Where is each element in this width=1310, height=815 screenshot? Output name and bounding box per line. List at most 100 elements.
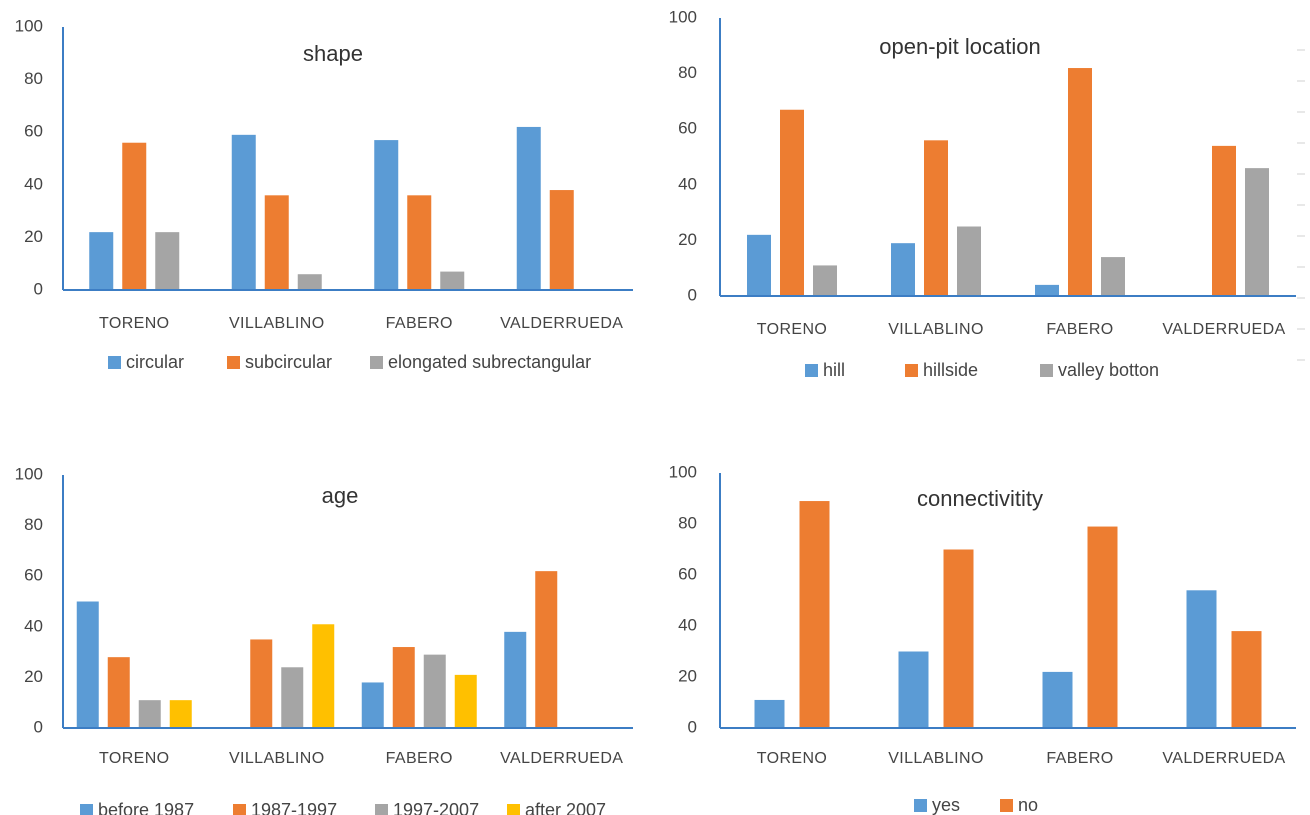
legend-swatch xyxy=(80,804,93,815)
bar-subcircular-fabero xyxy=(407,195,432,290)
legend-swatch xyxy=(805,364,818,377)
legend-swatch xyxy=(1040,364,1053,377)
y-tick-label: 20 xyxy=(24,667,43,686)
y-tick-label: 60 xyxy=(24,566,43,585)
x-tick-label: FABERO xyxy=(386,750,453,767)
bar-before-1987-toreno xyxy=(76,601,99,728)
y-tick-label: 0 xyxy=(688,285,697,304)
x-tick-label: TORENO xyxy=(99,315,170,332)
chart-title: connectivitity xyxy=(917,486,1043,511)
chart-panel-3: age 0 20 40 60 80 100 TORENO VILLABLINO FABERO VAL… xyxy=(15,464,633,815)
bar-no-fabero xyxy=(1087,526,1118,728)
y-tick-label: 0 xyxy=(34,279,43,298)
legend-swatch xyxy=(1000,799,1013,812)
x-tick-label: VALDERRUEDA xyxy=(1162,321,1285,338)
y-tick-label: 40 xyxy=(678,615,697,634)
bar-before-1987-valderrueda xyxy=(504,631,527,728)
legend-swatch xyxy=(914,799,927,812)
bar-after-2007-toreno xyxy=(169,700,192,728)
legend-label: no xyxy=(1018,795,1038,815)
x-tick-label: VILLABLINO xyxy=(229,750,325,767)
y-tick-label: 100 xyxy=(669,462,697,481)
legend: hill hillside valley botton xyxy=(805,360,1159,380)
bar-subcircular-toreno xyxy=(122,142,147,290)
y-tick-label: 0 xyxy=(34,717,43,736)
bar-1987-1997-toreno xyxy=(107,657,130,728)
bar-hill-toreno xyxy=(747,234,771,296)
bar-after-2007-fabero xyxy=(454,674,477,728)
legend-label: before 1987 xyxy=(98,800,194,815)
chart-panel-2: open-pit location 0 20 40 60 80 100 TORENO VILLA… xyxy=(669,7,1305,380)
legend-label: 1997-2007 xyxy=(393,800,479,815)
y-tick-label: 20 xyxy=(24,227,43,246)
bar-yes-villablino xyxy=(898,651,929,728)
bar-no-villablino xyxy=(943,549,974,728)
bar-hillside-valderrueda xyxy=(1212,145,1236,296)
bar-1997-2007-villablino xyxy=(281,667,304,728)
legend-label: elongated subrectangular xyxy=(388,352,591,372)
bar-valley-botton-valderrueda xyxy=(1245,168,1269,296)
bar-yes-fabero xyxy=(1042,671,1073,728)
legend-label: hill xyxy=(823,360,845,380)
y-tick-label: 80 xyxy=(678,63,697,82)
bar-hillside-villablino xyxy=(924,140,948,296)
legend: circular subcircular elongated subrectangu… xyxy=(108,352,591,372)
y-tick-label: 60 xyxy=(678,119,697,138)
legend-swatch xyxy=(905,364,918,377)
chart-panel-4: connectivitity 0 20 40 60 80 100 TORENO VILLABLI… xyxy=(669,462,1296,815)
bar-subcircular-valderrueda xyxy=(549,190,574,290)
bar-1987-1997-fabero xyxy=(392,647,415,728)
y-tick-label: 80 xyxy=(24,69,43,88)
bar-1987-1997-villablino xyxy=(250,639,273,728)
bar-circular-toreno xyxy=(89,232,114,290)
x-tick-label: VALDERRUEDA xyxy=(1162,750,1285,767)
bar-subcircular-villablino xyxy=(264,195,289,290)
x-tick-label: FABERO xyxy=(1046,750,1113,767)
x-tick-label: TORENO xyxy=(99,750,170,767)
legend-swatch xyxy=(227,356,240,369)
bar-elongated-subrectangular-fabero xyxy=(440,271,465,290)
legend-swatch xyxy=(233,804,246,815)
x-tick-label: FABERO xyxy=(1046,321,1113,338)
legend-label: yes xyxy=(932,795,960,815)
y-tick-label: 0 xyxy=(688,717,697,736)
bar-elongated-subrectangular-toreno xyxy=(155,232,180,290)
y-tick-label: 40 xyxy=(24,616,43,635)
bar-elongated-subrectangular-villablino xyxy=(297,274,322,290)
legend-label: valley botton xyxy=(1058,360,1159,380)
bar-1997-2007-toreno xyxy=(138,700,161,728)
legend-swatch xyxy=(108,356,121,369)
bar-after-2007-villablino xyxy=(312,624,335,728)
x-tick-label: VALDERRUEDA xyxy=(500,750,623,767)
y-tick-label: 100 xyxy=(15,16,43,35)
x-tick-label: VILLABLINO xyxy=(229,315,325,332)
bar-valley-botton-fabero xyxy=(1101,257,1125,296)
legend-swatch xyxy=(370,356,383,369)
legend-label: hillside xyxy=(923,360,978,380)
legend-label: subcircular xyxy=(245,352,332,372)
y-tick-label: 40 xyxy=(678,174,697,193)
bar-yes-valderrueda xyxy=(1186,590,1217,728)
bar-valley-botton-villablino xyxy=(957,226,981,296)
legend-label: after 2007 xyxy=(525,800,606,815)
chart-title: age xyxy=(322,483,359,508)
y-tick-label: 60 xyxy=(24,122,43,141)
y-tick-label: 40 xyxy=(24,174,43,193)
bar-hillside-toreno xyxy=(780,109,804,297)
x-tick-label: FABERO xyxy=(386,315,453,332)
x-tick-label: TORENO xyxy=(757,321,828,338)
bar-circular-villablino xyxy=(231,134,256,290)
bar-valley-botton-toreno xyxy=(813,265,837,296)
bar-yes-toreno xyxy=(754,699,785,728)
bar-1997-2007-fabero xyxy=(423,654,446,728)
legend-swatch xyxy=(375,804,388,815)
y-tick-label: 100 xyxy=(669,7,697,26)
bar-circular-fabero xyxy=(374,140,399,290)
legend: yes no xyxy=(914,795,1038,815)
bar-before-1987-fabero xyxy=(361,682,384,728)
bar-hill-villablino xyxy=(891,243,915,296)
bar-1987-1997-valderrueda xyxy=(535,571,558,728)
x-tick-label: VILLABLINO xyxy=(888,321,984,338)
legend-label: circular xyxy=(126,352,184,372)
